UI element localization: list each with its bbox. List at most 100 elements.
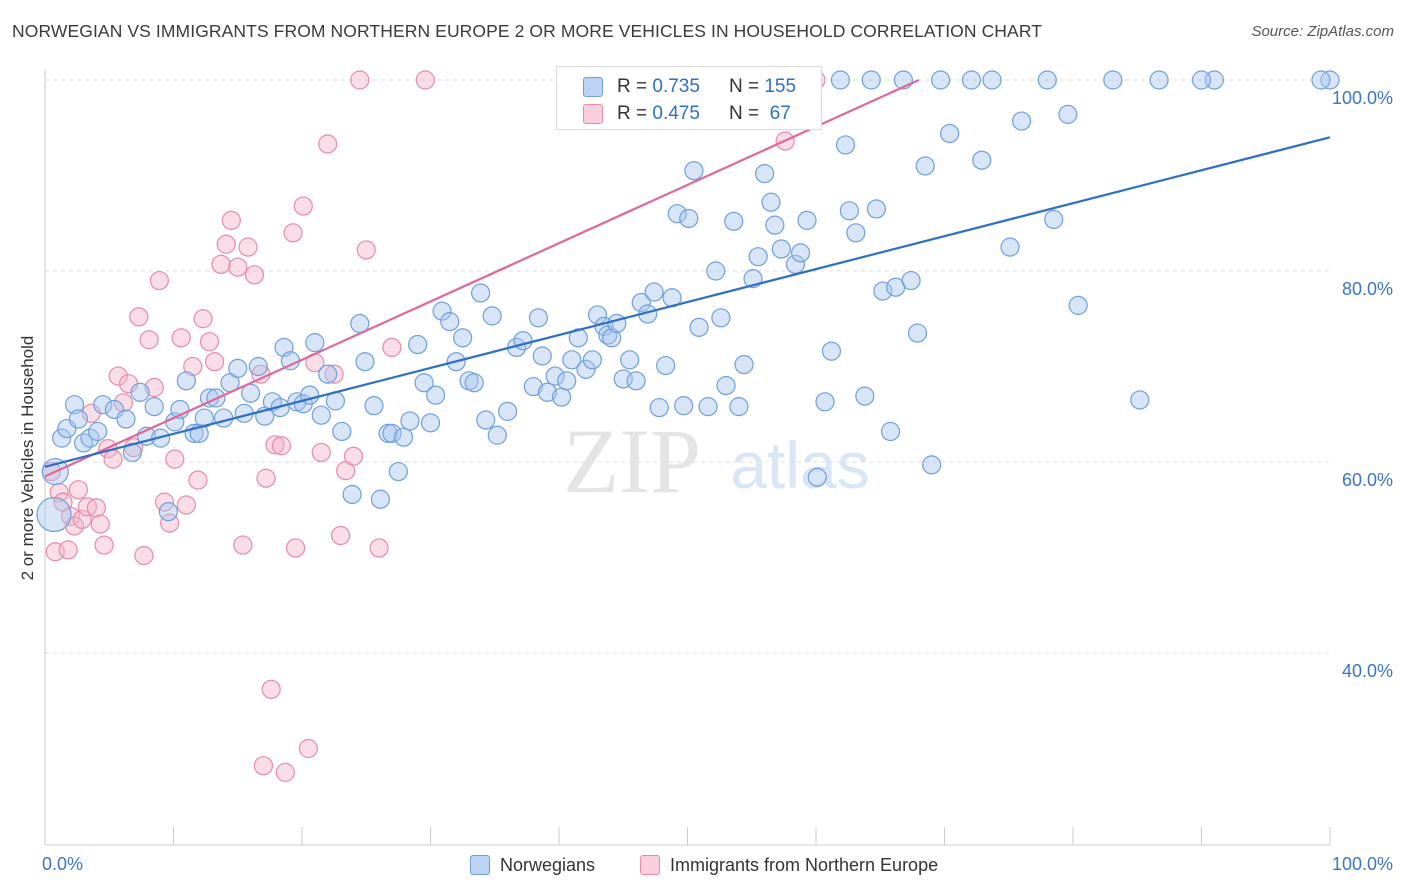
norwegians-point <box>1037 70 1057 90</box>
immigrants-point <box>216 234 236 254</box>
immigrants-point <box>129 307 149 327</box>
bottom-legend-swatch-pink <box>640 855 660 875</box>
norwegians-point <box>176 371 196 391</box>
norwegians-point <box>342 484 362 505</box>
norwegians-point <box>790 243 811 263</box>
legend-r-value: 0.475 <box>652 103 700 124</box>
immigrants-point <box>256 468 276 488</box>
norwegians-point <box>716 376 736 396</box>
norwegians-point <box>807 467 827 487</box>
norwegians-point <box>1058 104 1078 124</box>
norwegians-point <box>370 489 390 509</box>
norwegians-point <box>568 328 588 348</box>
legend-n-value: 155 <box>764 76 797 97</box>
trendlines <box>44 78 1331 478</box>
norwegians-point <box>414 373 434 393</box>
y-tick-label: 100.0% <box>1332 88 1393 108</box>
norwegians-point <box>940 123 960 144</box>
immigrants-point <box>108 366 128 386</box>
norwegians-point <box>901 270 921 291</box>
bottom-legend-label: Immigrants from Northern Europe <box>670 854 939 875</box>
immigrants-point <box>211 254 231 274</box>
norwegians-point <box>922 455 942 475</box>
norwegians-point <box>729 397 749 417</box>
norwegians-point <box>551 387 572 407</box>
norwegians-point <box>1011 111 1032 131</box>
x-tick-label: 100.0% <box>1332 854 1393 874</box>
immigrants-point <box>283 223 303 243</box>
norwegians-point <box>513 331 533 351</box>
norwegians-point <box>400 411 420 431</box>
norwegians-point <box>761 192 781 212</box>
norwegians-point <box>158 502 178 522</box>
norwegians-point <box>52 428 72 448</box>
norwegians-point <box>432 301 452 321</box>
bottom-legend-swatch-blue <box>470 855 490 875</box>
y-tick-label: 80.0% <box>1342 279 1393 299</box>
immigrants-point <box>144 377 164 398</box>
immigrants-point <box>382 337 402 357</box>
norwegians-point <box>248 356 268 377</box>
norwegians-point <box>684 161 704 181</box>
legend-row-immigrants: R = 0.475 N = 67 <box>583 102 791 126</box>
norwegians-point <box>649 397 669 418</box>
norwegians-point <box>311 405 331 425</box>
norwegians-point <box>80 428 100 448</box>
norwegians-point <box>830 70 851 90</box>
norwegians-point <box>576 359 596 379</box>
norwegians-point <box>961 70 982 90</box>
y-tick-label: 60.0% <box>1342 470 1393 490</box>
immigrants-point <box>271 436 292 456</box>
norwegians-point <box>582 350 603 370</box>
immigrants-point <box>350 70 370 90</box>
immigrants-point <box>324 364 344 384</box>
norwegians-point <box>144 397 164 417</box>
norwegians-point <box>972 150 992 170</box>
norwegians-point <box>880 421 901 442</box>
norwegians-point <box>487 425 507 445</box>
legend-r-value: 0.735 <box>652 76 700 97</box>
norwegians-point <box>602 328 622 348</box>
norwegians-point <box>64 395 85 415</box>
norwegians-point <box>130 382 150 402</box>
norwegians-point <box>587 305 608 325</box>
norwegians-point <box>866 199 886 219</box>
norwegians-point <box>471 283 491 303</box>
norwegians-point <box>771 239 791 259</box>
norwegians-point <box>620 350 640 370</box>
norwegians-point <box>607 313 627 334</box>
norwegians-point <box>748 247 768 267</box>
norwegians-point <box>674 396 694 416</box>
immigrants-point <box>318 134 338 154</box>
immigrants-point <box>193 309 213 329</box>
legend-n-label: N = <box>728 76 760 97</box>
chart-title: NORWEGIAN VS IMMIGRANTS FROM NORTHERN EU… <box>12 21 1043 41</box>
norwegians-point <box>88 421 108 442</box>
immigrants-point <box>369 538 389 558</box>
immigrants-point <box>311 442 331 463</box>
immigrants-point <box>90 514 110 534</box>
norwegians-point <box>644 282 664 302</box>
norwegians-point <box>711 308 731 328</box>
immigrants-point <box>171 328 191 348</box>
immigrants-point <box>165 449 185 469</box>
norwegians-point <box>765 215 785 235</box>
legend-n-value: 67 <box>764 103 791 124</box>
norwegians-point <box>626 371 646 391</box>
legend-swatch-pink <box>583 104 603 124</box>
immigrants-point <box>293 196 313 216</box>
norwegians-point <box>305 333 325 353</box>
norwegians-point <box>706 261 726 281</box>
norwegians-point <box>68 409 89 429</box>
immigrants-point <box>261 679 281 699</box>
immigrants-point <box>154 492 175 512</box>
norwegians-point <box>36 496 72 533</box>
norwegians-point <box>797 210 817 230</box>
immigrants-point <box>103 449 123 469</box>
immigrants-point <box>68 480 89 500</box>
norwegians-point <box>228 358 248 379</box>
y-tick-label: 40.0% <box>1342 661 1393 681</box>
norwegians-point <box>1149 70 1169 90</box>
norwegians-point <box>464 373 484 393</box>
